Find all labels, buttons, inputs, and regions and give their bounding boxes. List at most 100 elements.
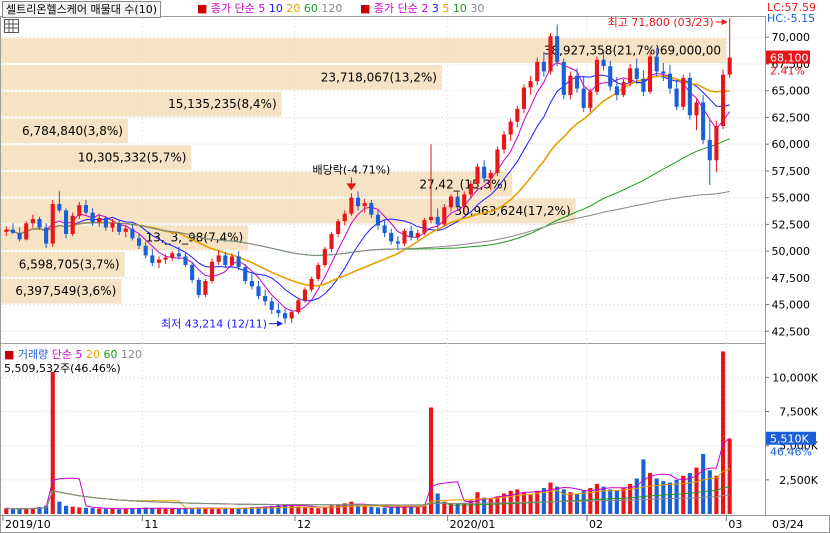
volume-bar: [103, 508, 108, 514]
candle-body: [501, 134, 507, 150]
candle-body: [77, 205, 82, 216]
volume-bar: [289, 505, 294, 514]
candle-body: [435, 216, 440, 225]
vma-120: 120: [121, 348, 143, 361]
volume-bar: [714, 475, 719, 514]
candle-body: [634, 68, 639, 79]
candle-body: [495, 149, 500, 174]
volume-bar: [123, 508, 128, 514]
volume-bar: [442, 501, 447, 514]
candle-body: [521, 87, 527, 109]
volume-bar: [568, 492, 573, 514]
volume-bar: [555, 486, 560, 514]
volume-header[interactable]: ■ 거래량 단순 5 20 60 120: [4, 346, 142, 362]
candle-body: [156, 259, 162, 263]
price2-ma-legend[interactable]: ■ 종가 단순 2 3 5 10 30: [360, 2, 484, 16]
candle-body: [316, 265, 321, 279]
current-volume-text: 5,510K: [770, 433, 809, 446]
volume-profile-label: 6,598,705(3,7%): [19, 257, 120, 271]
candle-body: [621, 82, 626, 95]
volume-bar: [143, 507, 148, 514]
volume-bar: [110, 508, 115, 514]
price-tick-label: 62,500: [772, 111, 811, 124]
volume-bar: [409, 506, 414, 514]
volume-bar: [17, 508, 22, 514]
candle-body: [223, 255, 228, 266]
volume-tick-label: 2,500K: [779, 474, 818, 487]
volume-bar: [276, 505, 281, 514]
volume-bar: [727, 438, 732, 514]
candle-body: [136, 238, 142, 246]
ma2-5: 5: [442, 2, 450, 15]
candle-body: [442, 207, 447, 225]
candle-body: [687, 77, 692, 116]
candle-body: [183, 256, 188, 266]
candle-body: [163, 257, 168, 260]
candlesticks[interactable]: [4, 18, 732, 324]
volume-bar: [581, 490, 586, 514]
volume-bar: [355, 505, 361, 514]
price-ma-legend[interactable]: ■ 종가 단순 5 10 20 60 120: [197, 2, 342, 16]
candle-body: [594, 59, 600, 92]
volume-bar: [156, 508, 162, 514]
candle-body: [117, 223, 122, 232]
candle-body: [395, 241, 400, 244]
current-change-text: 2.41%: [770, 65, 805, 78]
candle-body: [342, 213, 347, 222]
candle-body: [24, 223, 29, 240]
volume-bar: [614, 490, 619, 514]
legend-square-icon: ■: [360, 2, 371, 15]
candle-body: [482, 166, 487, 179]
candle-body: [322, 248, 327, 266]
candle-body: [362, 202, 367, 207]
ma-120: 120: [321, 2, 343, 15]
candle-body: [369, 202, 374, 215]
volume-bar: [395, 506, 400, 514]
volume-bar: [70, 506, 75, 514]
volume-bar: [541, 488, 546, 514]
candle-body: [674, 88, 679, 107]
volume-bar: [647, 473, 653, 514]
candle-body: [30, 219, 35, 224]
volume-profile-label: 6,397,549(3,6%): [15, 284, 116, 298]
price-tick-label: 52,500: [772, 218, 811, 231]
volume-bar: [661, 481, 666, 514]
volume-bar: [694, 467, 699, 514]
vma-60: 60: [103, 348, 118, 361]
volume-label: 거래량: [17, 348, 49, 361]
volume-bar: [183, 508, 188, 514]
candle-body: [528, 81, 533, 88]
date-tick-label: 2019/10: [5, 518, 51, 531]
volume-bar: [256, 506, 261, 514]
volume-bar: [336, 504, 341, 514]
current-volume-pct: 46.46%: [770, 446, 812, 459]
volume-bar: [402, 506, 407, 514]
volume-bar: [249, 507, 254, 514]
volume-profile-bar: [1, 38, 726, 63]
grid-table-icon[interactable]: [4, 19, 19, 33]
price-tick-label: 55,000: [772, 192, 811, 205]
volume-bar: [243, 507, 248, 514]
candle-body: [296, 300, 301, 313]
candle-body: [727, 57, 732, 75]
candle-body: [608, 66, 613, 87]
candle-body: [130, 228, 135, 239]
volume-bar: [455, 503, 460, 514]
candle-body: [50, 204, 55, 244]
candle-body: [654, 56, 659, 72]
price-tick-label: 45,000: [772, 299, 811, 312]
price2-ma-label: 종가 단순: [373, 2, 418, 15]
volume-bar: [30, 507, 35, 514]
volume-profile-bar: [1, 118, 128, 144]
chart-title[interactable]: 셀트리온헬스케어 매물대 수(10): [2, 1, 162, 18]
candle-body: [694, 102, 699, 116]
candle-body: [83, 205, 89, 213]
candle-body: [57, 204, 62, 211]
volume-bar: [482, 497, 487, 514]
volume-bar: [720, 351, 726, 514]
candle-body: [203, 281, 208, 295]
volume-ma-label: 단순: [51, 348, 73, 361]
volume-bar: [462, 502, 467, 514]
volume-bar: [422, 505, 427, 514]
